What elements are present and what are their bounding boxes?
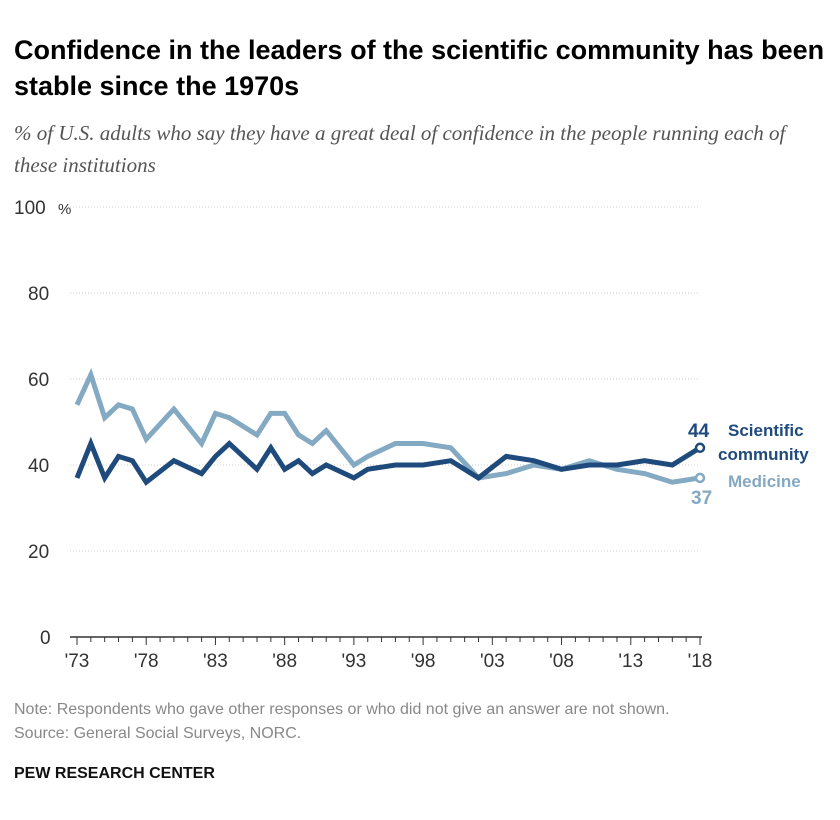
x-tick-label: '13 xyxy=(618,651,643,672)
x-tick-label: '78 xyxy=(134,651,159,672)
x-tick-label: '93 xyxy=(342,651,367,672)
y-tick-label: 40 xyxy=(28,456,49,477)
series-label: Medicine xyxy=(728,472,801,491)
y-tick-label: 20 xyxy=(28,542,49,563)
x-tick-label: '83 xyxy=(203,651,228,672)
x-tick-label: '08 xyxy=(549,651,574,672)
x-tick-label: '18 xyxy=(688,651,713,672)
series-label: Scientific xyxy=(728,421,804,440)
y-tick-unit: % xyxy=(58,201,71,218)
note-text: Note: Respondents who gave other respons… xyxy=(14,701,670,718)
end-value-label: 44 xyxy=(688,421,710,442)
source-text: Source: General Social Surveys, NORC. xyxy=(14,725,302,742)
chart-note: Note: Respondents who gave other respons… xyxy=(14,698,670,746)
y-tick-label: 80 xyxy=(28,284,49,305)
end-value-label: 37 xyxy=(691,488,712,509)
x-tick-label: '98 xyxy=(411,651,436,672)
y-tick-label: 100 xyxy=(14,198,46,219)
series-line-scientific-community xyxy=(74,436,702,486)
x-tick-label: '73 xyxy=(65,651,90,672)
series-label: community xyxy=(718,445,809,464)
x-tick-label: '03 xyxy=(480,651,505,672)
end-point-marker xyxy=(694,442,706,454)
x-tick-label: '88 xyxy=(272,651,297,672)
chart-subtitle: % of U.S. adults who say they have a gre… xyxy=(14,121,786,177)
chart-title: Confidence in the leaders of the scienti… xyxy=(14,35,825,101)
y-tick-label: 0 xyxy=(40,628,51,649)
end-point-marker xyxy=(694,472,706,484)
brand-logo-text: PEW RESEARCH CENTER xyxy=(14,765,215,782)
y-tick-label: 60 xyxy=(28,370,49,391)
